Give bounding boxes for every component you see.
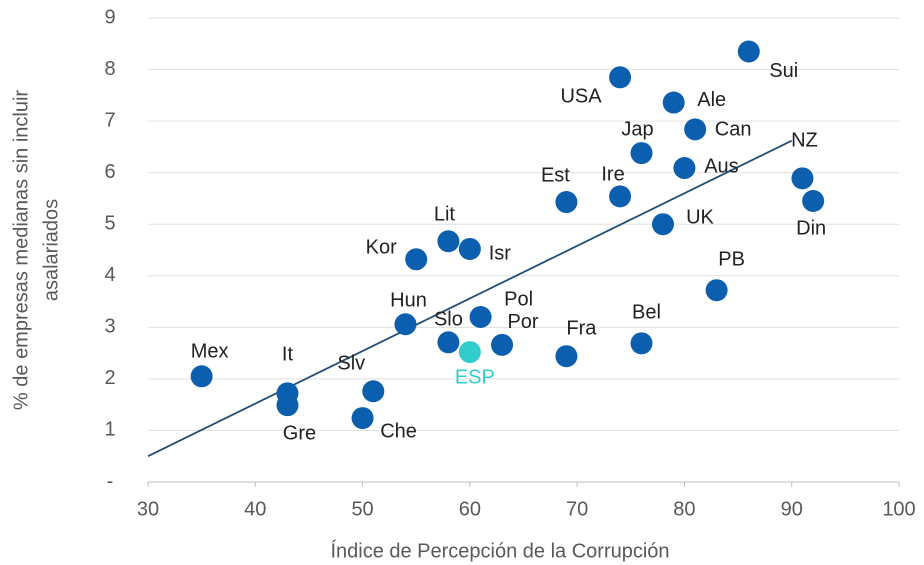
point-label: Slo — [434, 309, 463, 331]
point — [737, 40, 760, 63]
point-label: Fra — [566, 317, 597, 339]
point-label: USA — [560, 86, 602, 108]
point — [802, 190, 825, 213]
point-label: Can — [715, 119, 752, 141]
point — [684, 118, 707, 141]
point — [555, 345, 578, 368]
point-label: Por — [507, 311, 538, 333]
x-tick-label: 70 — [566, 498, 588, 520]
x-tick-label: 100 — [882, 498, 915, 520]
point — [190, 365, 213, 388]
point-label: Lit — [434, 204, 456, 226]
point — [469, 306, 492, 329]
trendline — [147, 139, 793, 458]
point-label: PB — [718, 248, 745, 270]
point-label: Jap — [621, 118, 653, 140]
point-label: Mex — [191, 341, 229, 363]
y-tick-label: 5 — [104, 213, 115, 235]
point — [609, 66, 632, 89]
point — [791, 167, 814, 190]
y-tick-label: 3 — [104, 316, 115, 338]
x-tick-label: 60 — [459, 498, 481, 520]
point — [437, 331, 460, 354]
point-label: Gre — [283, 422, 316, 444]
point-label: Ire — [601, 164, 624, 186]
y-tick-label: 6 — [104, 161, 115, 183]
point — [437, 230, 460, 253]
x-tick-label: 50 — [351, 498, 373, 520]
point — [458, 341, 481, 364]
point — [491, 333, 514, 356]
point-label: Slv — [337, 353, 365, 375]
x-tick-label: 80 — [673, 498, 695, 520]
point-label: Aus — [704, 155, 738, 177]
point — [609, 185, 632, 208]
y-axis-label-line: % de empresas medianas sin incluir — [10, 90, 32, 410]
point-label: Pol — [504, 288, 533, 310]
x-axis-label: Índice de Percepción de la Corrupción — [330, 539, 669, 562]
point — [351, 407, 374, 430]
point — [405, 248, 428, 271]
y-tick-label: 2 — [104, 367, 115, 389]
point — [630, 332, 653, 355]
point-label: Che — [380, 420, 417, 442]
y-tick-label: 8 — [104, 58, 115, 80]
point — [705, 279, 728, 302]
point-label: ESP — [455, 366, 495, 388]
point — [673, 157, 696, 180]
point — [630, 142, 653, 165]
point — [555, 191, 578, 214]
y-tick-label: 9 — [104, 6, 115, 28]
point — [394, 313, 417, 336]
y-tick-label: 7 — [104, 109, 115, 131]
x-tick-label: 40 — [244, 498, 266, 520]
point-label: Hun — [390, 290, 427, 312]
point — [651, 213, 674, 236]
y-axis-label: % de empresas medianas sin incluir asala… — [10, 90, 62, 410]
point-label: Isr — [489, 242, 512, 264]
point-label: UK — [686, 207, 714, 229]
point — [458, 237, 481, 260]
y-tick-label: 1 — [104, 419, 115, 441]
y-tick-label: - — [107, 470, 114, 492]
point-label: Kor — [366, 237, 397, 259]
x-tick-label: 90 — [781, 498, 803, 520]
point-label: Bel — [632, 302, 661, 324]
y-tick-label: 4 — [104, 264, 115, 286]
point-label: Ale — [697, 89, 726, 111]
point — [276, 394, 299, 417]
point-label: Din — [796, 217, 826, 239]
point — [362, 380, 385, 403]
point-label: Est — [541, 164, 570, 186]
x-tick-label: 30 — [137, 498, 159, 520]
point-label: Sui — [769, 60, 798, 82]
y-axis-label-line: asalariados — [40, 199, 62, 301]
point — [662, 91, 685, 114]
point-label: NZ — [791, 130, 818, 152]
point-label: It — [282, 344, 294, 366]
